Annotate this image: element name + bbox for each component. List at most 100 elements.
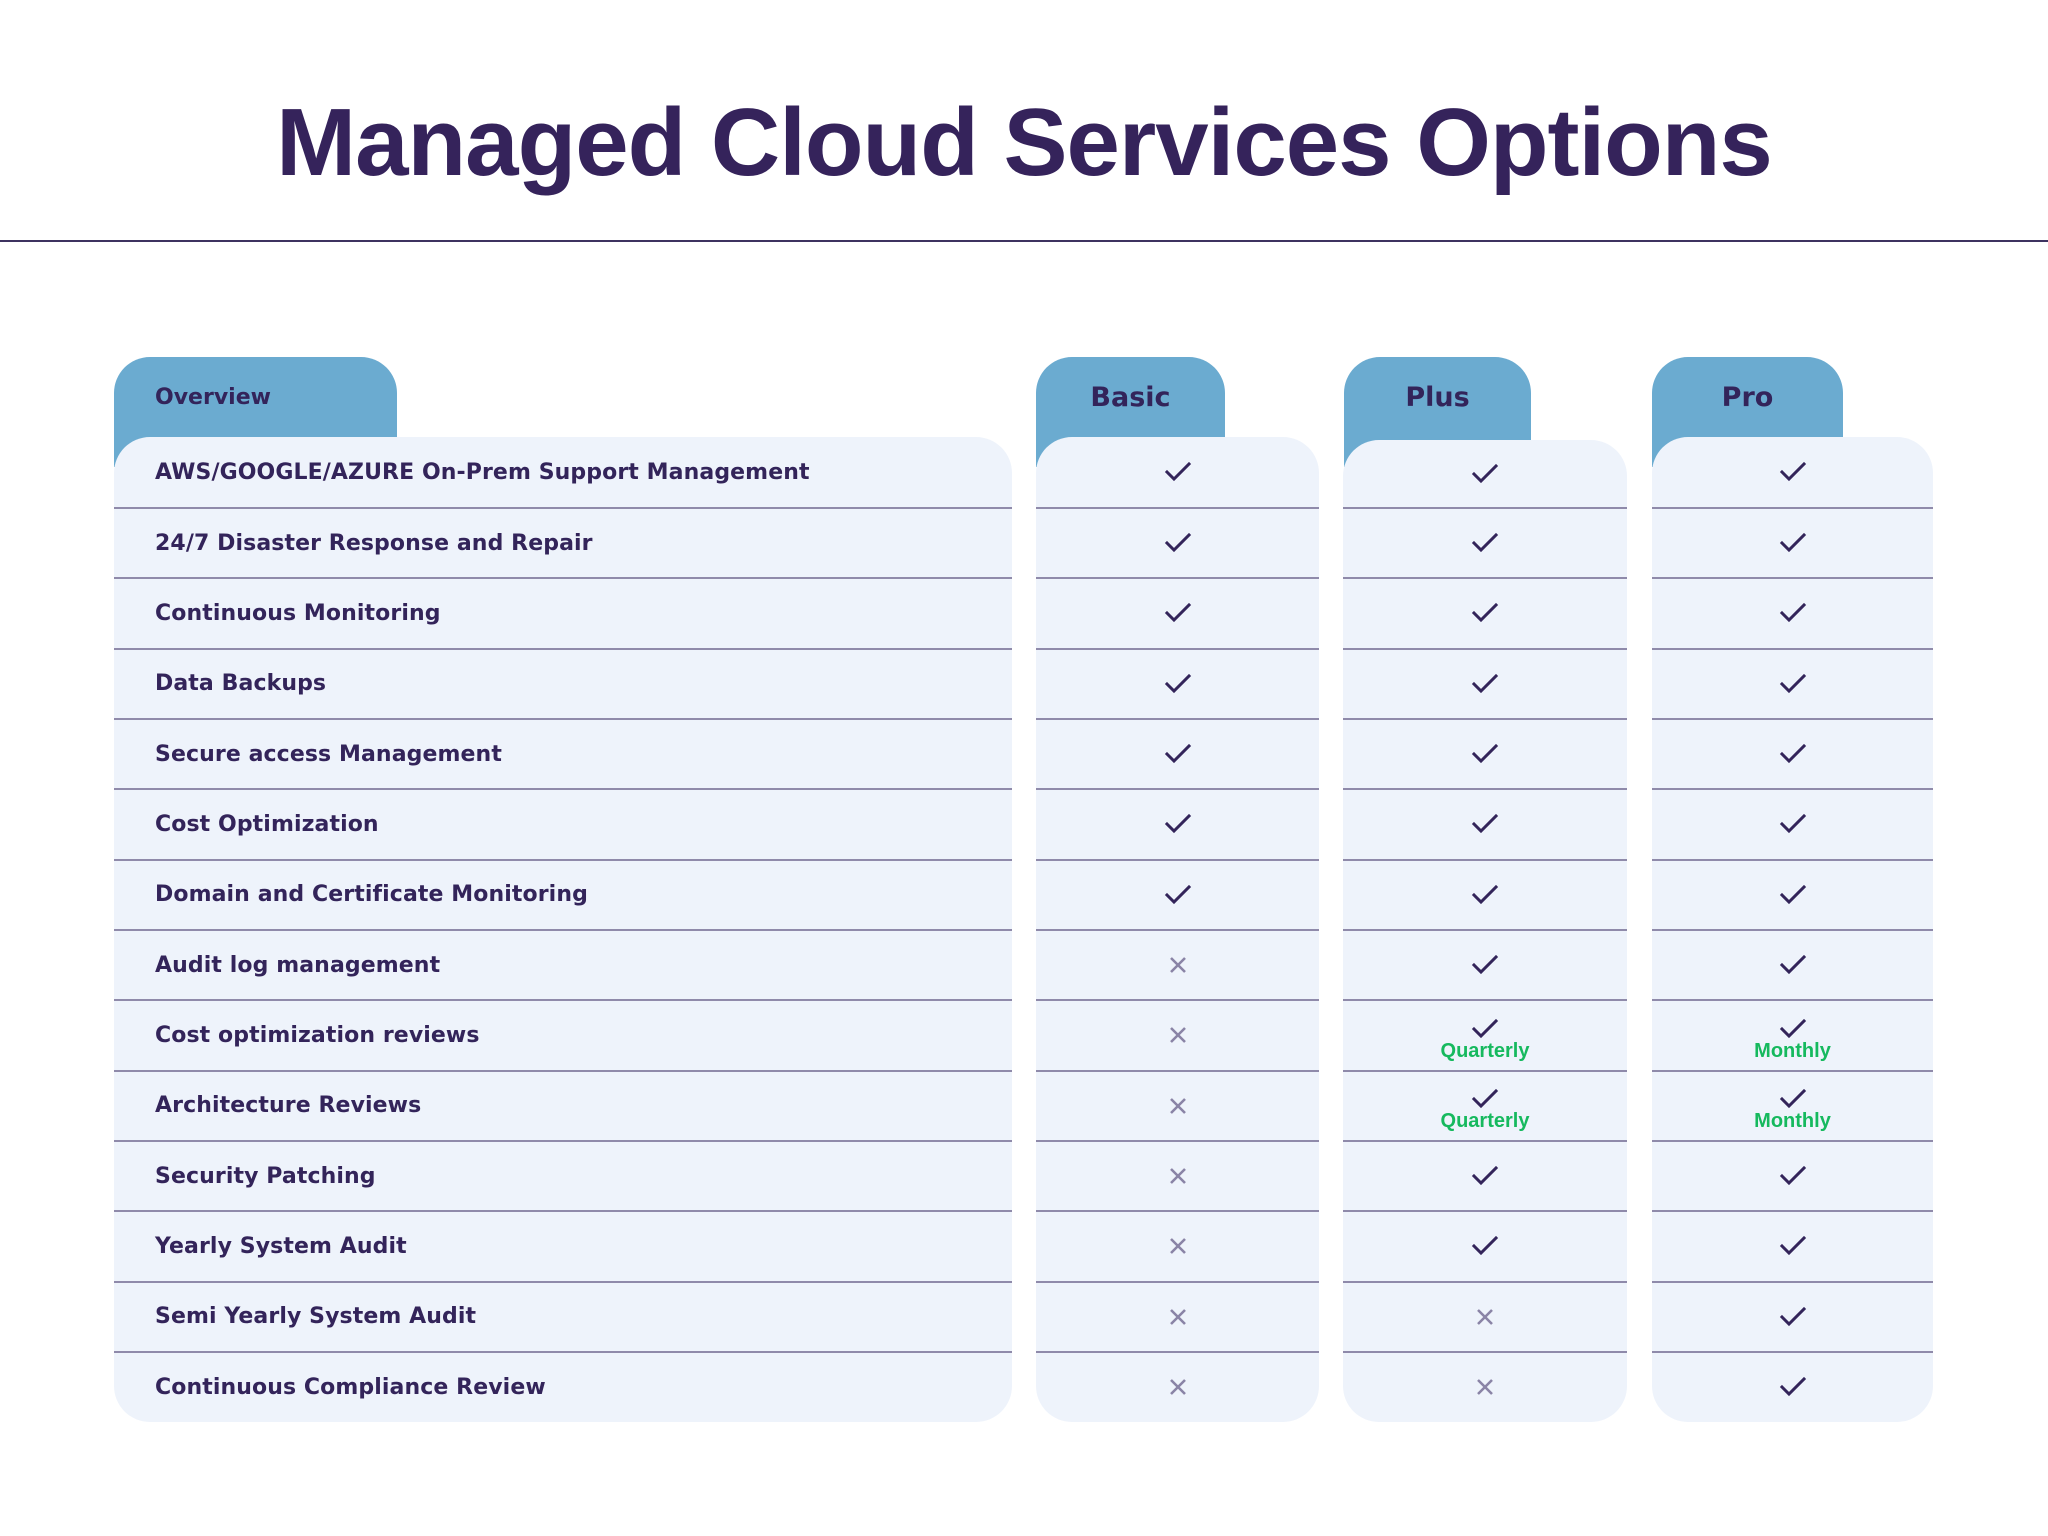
row-divider	[1343, 577, 1627, 580]
row-divider	[1343, 1069, 1627, 1072]
cross-icon	[1168, 1377, 1188, 1397]
basic-plan-cell	[1036, 437, 1319, 509]
plus-plan-cell	[1343, 861, 1627, 931]
check-icon	[1164, 673, 1192, 695]
feature-row: Data Backups	[114, 650, 1012, 720]
features-column: AWS/GOOGLE/AZURE On-Prem Support Managem…	[114, 437, 1012, 1422]
plus-plan-cell	[1343, 720, 1627, 791]
basic-plan-cell	[1036, 1353, 1319, 1422]
cross-icon	[1168, 955, 1188, 975]
pro-plan-cell	[1652, 1142, 1933, 1213]
row-divider	[1036, 788, 1319, 791]
row-divider	[1343, 928, 1627, 931]
pro-plan-cell: Monthly	[1652, 1001, 1933, 1072]
row-divider	[1036, 647, 1319, 650]
row-divider	[1036, 999, 1319, 1002]
check-icon	[1779, 1235, 1807, 1257]
row-divider	[1652, 577, 1933, 580]
feature-label: Domain and Certificate Monitoring	[155, 882, 588, 908]
feature-row: AWS/GOOGLE/AZURE On-Prem Support Managem…	[114, 437, 1012, 509]
row-divider	[1652, 1350, 1933, 1353]
feature-label: Security Patching	[155, 1163, 376, 1189]
row-divider	[114, 577, 1012, 580]
check-icon	[1164, 532, 1192, 554]
row-divider	[1343, 647, 1627, 650]
check-icon	[1164, 602, 1192, 624]
row-divider	[1036, 1350, 1319, 1353]
row-divider	[114, 507, 1012, 509]
check-icon	[1471, 532, 1499, 554]
feature-row: Cost optimization reviews	[114, 1001, 1012, 1072]
basic-plan-label: Basic	[1090, 381, 1171, 413]
pro-plan-cell	[1652, 437, 1933, 509]
basic-plan-cell	[1036, 1001, 1319, 1072]
feature-row: Continuous Monitoring	[114, 579, 1012, 650]
row-divider	[1343, 507, 1627, 509]
check-icon	[1779, 1165, 1807, 1187]
plus-plan-cell	[1343, 650, 1627, 720]
cross-icon	[1475, 1307, 1495, 1327]
pro-plan-cell: Monthly	[1652, 1072, 1933, 1142]
feature-row: Continuous Compliance Review	[114, 1353, 1012, 1422]
check-icon	[1779, 813, 1807, 835]
pro-plan-column: Monthly Monthly	[1652, 437, 1933, 1422]
feature-label: Architecture Reviews	[155, 1093, 422, 1119]
row-divider	[1652, 858, 1933, 861]
row-divider	[114, 1350, 1012, 1353]
feature-row: Architecture Reviews	[114, 1072, 1012, 1142]
check-icon	[1471, 884, 1499, 906]
cross-icon	[1475, 1377, 1495, 1397]
check-icon	[1779, 673, 1807, 695]
frequency-note: Quarterly	[1440, 1039, 1530, 1062]
row-divider	[114, 928, 1012, 931]
row-divider	[114, 647, 1012, 650]
check-icon	[1471, 602, 1499, 624]
check-icon	[1779, 884, 1807, 906]
row-divider	[1343, 717, 1627, 720]
plus-plan-cell	[1343, 1283, 1627, 1353]
feature-row: Semi Yearly System Audit	[114, 1283, 1012, 1353]
feature-row: Secure access Management	[114, 720, 1012, 791]
pro-plan-cell	[1652, 1212, 1933, 1283]
basic-plan-cell	[1036, 720, 1319, 791]
row-divider	[1036, 507, 1319, 509]
basic-plan-cell	[1036, 579, 1319, 650]
check-icon	[1471, 1088, 1499, 1110]
plus-plan-cell: Quarterly	[1343, 1072, 1627, 1142]
feature-label: Continuous Compliance Review	[155, 1374, 546, 1400]
row-divider	[1036, 1280, 1319, 1283]
row-divider	[1652, 999, 1933, 1002]
frequency-note: Monthly	[1754, 1039, 1831, 1062]
pro-plan-cell	[1652, 931, 1933, 1002]
plus-plan-cell	[1343, 790, 1627, 861]
row-divider	[114, 1210, 1012, 1213]
basic-plan-cell	[1036, 1072, 1319, 1142]
pro-plan-cell	[1652, 1283, 1933, 1353]
row-divider	[1036, 1139, 1319, 1142]
row-divider	[1652, 1210, 1933, 1213]
basic-plan-cell	[1036, 650, 1319, 720]
plus-plan-cell	[1343, 1142, 1627, 1213]
check-icon	[1779, 1306, 1807, 1328]
row-divider	[1036, 858, 1319, 861]
pro-plan-cell	[1652, 650, 1933, 720]
feature-row: Yearly System Audit	[114, 1212, 1012, 1283]
page-title: Managed Cloud Services Options	[276, 89, 1773, 196]
row-divider	[1652, 507, 1933, 509]
check-icon	[1471, 1235, 1499, 1257]
feature-label: AWS/GOOGLE/AZURE On-Prem Support Managem…	[155, 459, 810, 485]
feature-label: Cost optimization reviews	[155, 1022, 480, 1048]
check-icon	[1779, 1018, 1807, 1040]
row-divider	[1343, 1139, 1627, 1142]
row-divider	[114, 1069, 1012, 1072]
check-icon	[1164, 461, 1192, 483]
pro-plan-cell	[1652, 861, 1933, 931]
basic-plan-cell	[1036, 509, 1319, 580]
check-icon	[1471, 1018, 1499, 1040]
row-divider	[1343, 1350, 1627, 1353]
basic-plan-cell	[1036, 1142, 1319, 1213]
plus-plan-column: Quarterly Quarterly	[1343, 440, 1627, 1422]
row-divider	[1652, 928, 1933, 931]
row-divider	[1652, 717, 1933, 720]
feature-label: Audit log management	[155, 952, 441, 978]
